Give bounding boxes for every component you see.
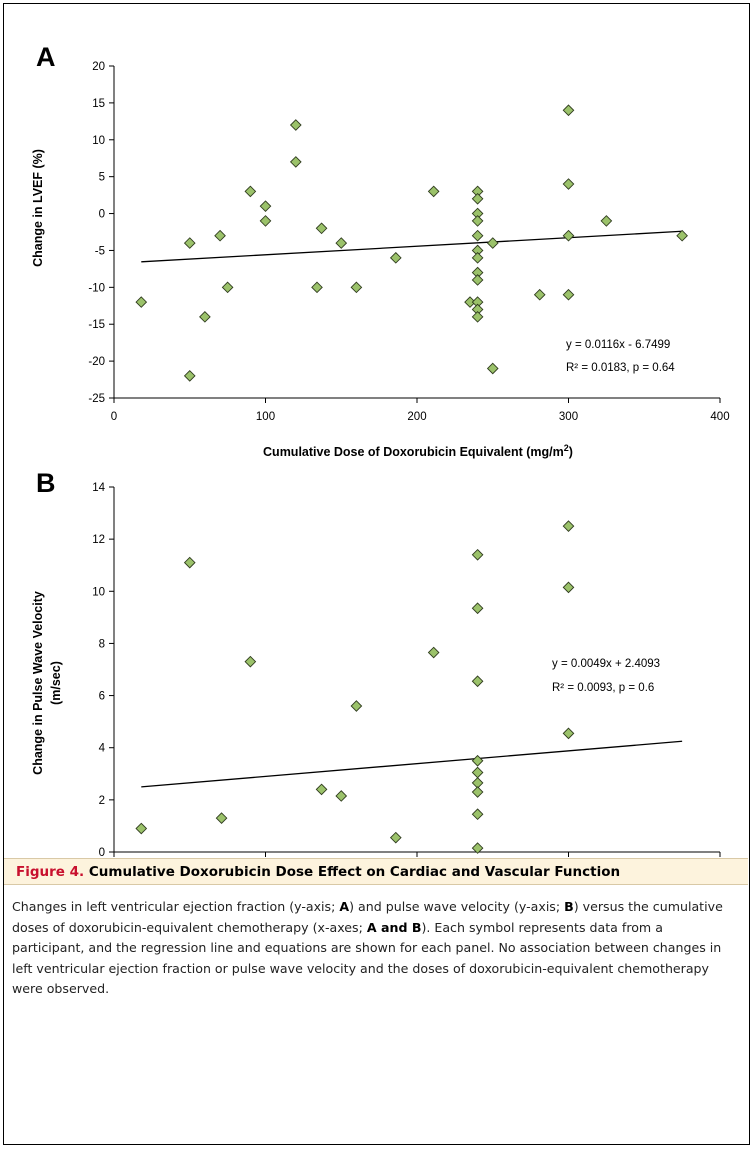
data-point bbox=[471, 251, 484, 264]
panel-a-xlabel: Cumulative Dose of Doxorubicin Equivalen… bbox=[263, 443, 573, 459]
data-point bbox=[471, 215, 484, 227]
panel-a-y-tick-label: -5 bbox=[95, 245, 105, 257]
data-point bbox=[311, 281, 323, 294]
data-point bbox=[259, 200, 272, 213]
panel-a-equation: y = 0.0116x - 6.7499 bbox=[566, 339, 670, 351]
data-point bbox=[183, 237, 196, 249]
data-point bbox=[562, 520, 575, 532]
panel-a-ylabel: Change in LVEF (%) bbox=[31, 149, 45, 267]
figure-frame bbox=[3, 3, 750, 1145]
data-point bbox=[335, 237, 348, 249]
data-point bbox=[471, 192, 484, 205]
caption-title-band: Figure 4. Cumulative Doxorubicin Dose Ef… bbox=[4, 858, 748, 885]
data-point bbox=[471, 274, 484, 286]
data-point bbox=[471, 842, 484, 854]
panel-a-y-tick-label: 10 bbox=[92, 135, 105, 147]
data-point bbox=[471, 311, 484, 323]
data-point bbox=[562, 229, 575, 242]
panel-b-y-tick-label: 14 bbox=[92, 482, 105, 494]
panel-a-x-tick-label: 100 bbox=[256, 411, 275, 423]
panel-b-y-tick-label: 8 bbox=[99, 638, 105, 650]
data-point bbox=[562, 104, 575, 117]
data-point bbox=[221, 281, 234, 294]
data-point bbox=[214, 229, 226, 242]
panel-a-r2: R² = 0.0183, p = 0.64 bbox=[566, 362, 675, 374]
panel-b-r2: R² = 0.0093, p = 0.6 bbox=[552, 682, 654, 694]
data-point bbox=[471, 808, 484, 821]
data-point bbox=[199, 311, 211, 323]
panel-a-regression-line bbox=[141, 230, 683, 263]
data-point bbox=[183, 370, 196, 382]
data-point bbox=[533, 288, 546, 301]
panel-a-y-tick-label: 15 bbox=[92, 98, 105, 110]
data-point bbox=[315, 222, 328, 235]
panel-b-y-tick-label: 0 bbox=[99, 847, 105, 859]
data-point bbox=[486, 362, 499, 375]
panel-a-y-tick-label: -15 bbox=[88, 319, 105, 331]
data-point bbox=[244, 655, 257, 668]
data-point bbox=[183, 556, 196, 569]
data-point bbox=[389, 251, 402, 264]
data-point bbox=[562, 727, 575, 740]
data-point bbox=[259, 215, 272, 227]
data-point bbox=[289, 156, 302, 168]
data-point bbox=[562, 581, 575, 594]
data-point bbox=[600, 215, 613, 227]
panel-b: B 024681012140100200300400 y = 0.0049x +… bbox=[31, 468, 721, 859]
data-point bbox=[135, 296, 148, 308]
data-point bbox=[289, 119, 302, 131]
data-point bbox=[350, 281, 363, 294]
data-point bbox=[464, 296, 476, 308]
panel-b-regression-line bbox=[141, 740, 683, 788]
figure-title: Cumulative Doxorubicin Dose Effect on Ca… bbox=[88, 864, 621, 880]
panel-b-y-tick-label: 4 bbox=[99, 743, 106, 755]
data-point bbox=[215, 812, 228, 824]
data-point bbox=[244, 185, 257, 198]
panel-b-ylabel-line1: Change in Pulse Wave Velocity bbox=[31, 591, 45, 775]
panel-b-y-tick-label: 2 bbox=[99, 795, 105, 807]
data-point bbox=[427, 185, 440, 198]
figure-caption-body: Changes in left ventricular ejection fra… bbox=[12, 899, 723, 996]
panel-a-y-tick-label: -10 bbox=[88, 282, 105, 294]
data-point bbox=[350, 700, 363, 712]
panel-a-y-tick-label: 5 bbox=[99, 172, 105, 184]
panel-b-y-tick-label: 6 bbox=[99, 691, 105, 703]
panel-a-y-tick-label: -20 bbox=[88, 356, 105, 368]
panel-a-y-tick-label: 0 bbox=[99, 209, 105, 221]
figure-number: Figure 4. bbox=[16, 864, 85, 880]
panel-b-y-tick-label: 10 bbox=[92, 586, 105, 598]
panel-a-x-tick-label: 400 bbox=[710, 411, 729, 423]
figure-caption-title: Figure 4. Cumulative Doxorubicin Dose Ef… bbox=[16, 864, 620, 880]
data-point bbox=[471, 754, 484, 767]
data-point bbox=[471, 602, 484, 615]
panel-b-y-tick-label: 12 bbox=[92, 534, 105, 546]
data-point bbox=[471, 786, 484, 798]
data-point bbox=[335, 790, 348, 802]
data-point bbox=[427, 646, 440, 659]
panel-b-letter: B bbox=[36, 468, 56, 498]
data-point bbox=[562, 178, 575, 190]
data-point bbox=[471, 675, 484, 688]
data-point bbox=[562, 288, 575, 301]
panel-a-x-tick-label: 300 bbox=[559, 411, 578, 423]
data-point bbox=[486, 237, 499, 249]
data-point bbox=[389, 831, 402, 844]
data-point bbox=[676, 229, 688, 242]
panel-a-x-tick-label: 200 bbox=[407, 411, 426, 423]
data-point bbox=[471, 548, 484, 561]
panel-a-y-tick-label: 20 bbox=[92, 61, 105, 73]
data-point bbox=[315, 783, 328, 796]
data-point bbox=[471, 229, 484, 242]
data-point bbox=[471, 766, 484, 779]
data-point bbox=[135, 822, 148, 835]
panel-b-equation: y = 0.0049x + 2.4093 bbox=[552, 658, 660, 670]
panel-b-ylabel-line2: (m/sec) bbox=[49, 661, 63, 705]
panel-a-y-tick-label: -25 bbox=[88, 393, 105, 405]
panel-a-letter: A bbox=[36, 42, 56, 72]
panel-a-x-tick-label: 0 bbox=[111, 411, 117, 423]
